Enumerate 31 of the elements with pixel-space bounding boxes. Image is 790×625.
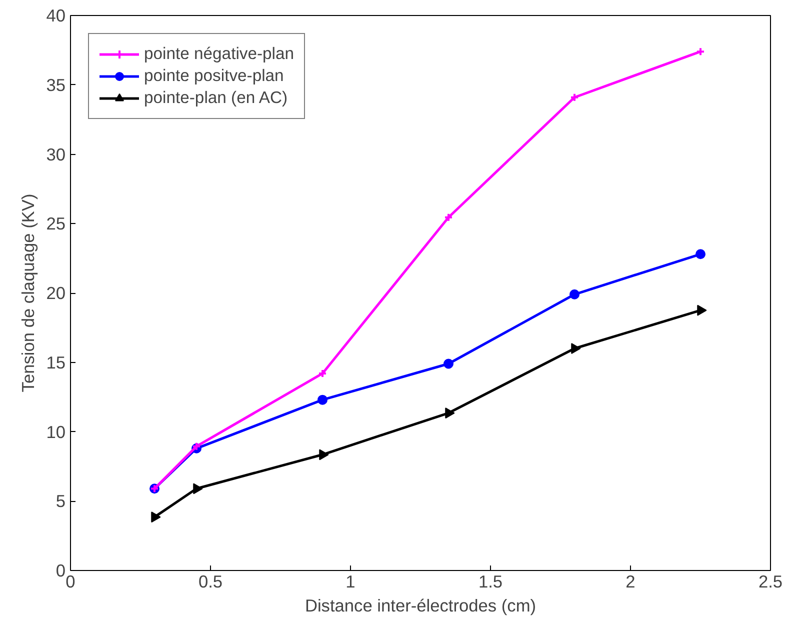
y-tick-label: 15 (46, 352, 66, 372)
point (571, 343, 581, 354)
point (319, 449, 329, 460)
point (193, 483, 203, 494)
legend-label: pointe-plan (en AC) (144, 88, 288, 108)
point (697, 304, 707, 316)
y-tick-label: 20 (46, 283, 66, 303)
x-tick-label: 2 (626, 572, 636, 592)
point (318, 394, 328, 405)
point (696, 249, 706, 260)
point (444, 358, 454, 369)
y-tick-label: 35 (46, 74, 66, 95)
legend-label: pointe positve-plan (144, 66, 284, 86)
y-tick-label: 5 (56, 491, 66, 512)
point (570, 92, 579, 102)
y-tick-label: 30 (46, 144, 66, 164)
x-tick-label: 1.5 (478, 572, 503, 592)
x-tick-label: 1 (346, 572, 356, 592)
x-tick-label: 0.5 (198, 572, 223, 592)
legend-label: pointe négative-plan (144, 44, 294, 64)
y-tick-label: 25 (46, 214, 66, 234)
point (192, 442, 201, 451)
point (444, 212, 453, 222)
x-axis-title: Distance inter-électrodes (cm) (304, 596, 536, 616)
point (445, 408, 455, 419)
point (151, 512, 161, 523)
y-axis-title: Tension de claquage (KV) (18, 194, 38, 392)
y-tick-label: 40 (46, 6, 66, 26)
y-tick-label: 10 (46, 422, 66, 442)
point (570, 289, 580, 300)
x-tick-label: 2.5 (758, 572, 783, 592)
